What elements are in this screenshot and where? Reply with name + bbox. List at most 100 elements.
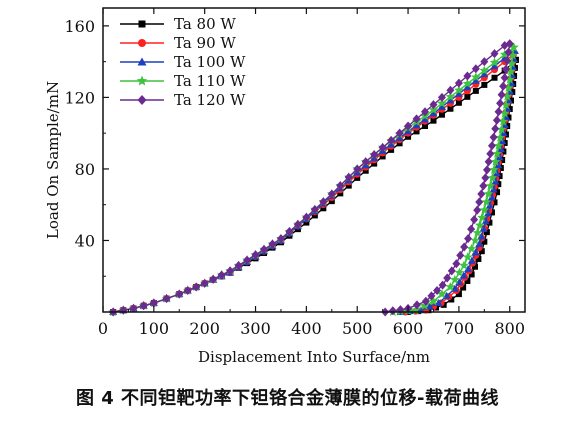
star-marker [462,252,473,262]
square-marker [483,229,490,236]
legend-item: Ta 80 W [120,15,236,33]
square-marker [491,199,498,206]
star-marker [506,66,516,76]
square-marker [320,205,327,212]
star-marker [428,104,439,114]
diamond-marker [251,250,260,260]
square-marker [481,238,488,245]
diamond-marker [473,205,482,215]
star-marker [492,148,502,158]
star-marker [428,296,439,306]
plot-area [108,39,519,317]
triangle-marker [491,177,500,185]
diamond-marker [183,286,192,296]
diamond-marker [412,300,421,310]
diamond-marker [149,298,158,308]
diamond-marker [361,157,370,167]
diamond-marker [467,224,476,234]
diamond-marker [137,95,147,105]
diamond-marker [491,124,500,134]
diamond-marker [484,157,493,167]
diamond-marker [494,107,503,117]
diamond-marker [388,306,397,316]
legend-label: Ta 90 W [174,34,236,52]
star-marker [445,281,456,292]
square-marker [345,182,352,189]
legend-item: Ta 100 W [120,53,246,71]
y-axis-title: Load On Sample/mN [44,81,62,239]
star-marker [489,57,500,67]
diamond-marker [500,73,509,83]
figure-caption: 图 4 不同钽靶功率下钽铬合金薄膜的位移-载荷曲线 [75,388,500,409]
diamond-marker [447,266,456,276]
diamond-marker [481,173,490,183]
star-marker [489,164,499,174]
triangle-marker [404,127,413,135]
square-marker [379,153,386,160]
triangle-marker [480,70,489,78]
diamond-marker [175,289,184,299]
diamond-marker [446,85,455,95]
square-marker [472,87,479,94]
diamond-marker [490,49,499,59]
diamond-marker [412,114,421,124]
legend-item: Ta 120 W [120,91,246,109]
diamond-marker [310,204,319,214]
triangle-marker [481,217,490,225]
square-marker [475,255,482,262]
legend-label: Ta 110 W [174,72,246,90]
y-tick-label: 40 [75,231,95,250]
diamond-marker [139,301,148,311]
y-tick-label: 80 [75,160,95,179]
diamond-marker [226,266,235,276]
x-axis-title: Displacement Into Surface/nm [198,348,430,366]
diamond-marker [293,219,302,229]
star-marker [493,140,504,150]
triangle-marker [489,185,498,193]
square-marker [396,140,403,147]
star-marker [437,289,447,299]
x-tick-label: 700 [444,319,475,338]
legend-label: Ta 120 W [174,91,246,109]
diamond-marker [452,259,461,269]
triangle-marker [479,224,488,232]
star-marker [445,91,456,101]
x-tick-label: 100 [139,319,170,338]
square-marker [354,174,361,181]
diamond-marker [456,250,465,260]
star-marker [481,197,492,207]
diamond-marker [429,100,438,110]
diamond-marker [129,303,138,313]
triangle-marker [494,161,503,169]
square-marker [464,93,471,100]
square-marker [311,212,318,219]
diamond-marker [209,274,218,284]
square-marker [455,291,462,298]
square-marker [472,263,479,270]
x-tick-label: 400 [291,319,322,338]
diamond-marker [496,98,505,108]
square-marker [447,105,454,112]
diamond-marker [285,227,294,237]
square-marker [448,296,455,303]
star-marker [459,260,469,270]
star-marker [504,74,515,84]
diamond-marker [276,234,285,244]
square-marker [328,198,335,205]
diamond-marker [492,115,501,125]
x-tick-label: 200 [189,319,220,338]
diamond-marker [395,128,404,138]
diamond-marker [501,64,510,74]
diamond-marker [192,282,201,292]
square-marker [468,271,475,278]
diamond-marker [463,71,472,81]
diamond-marker [234,261,243,271]
diamond-marker [470,215,479,225]
x-tick-label: 300 [240,319,271,338]
star-marker [479,65,490,75]
triangle-marker [429,109,438,117]
triangle-marker [477,232,486,240]
diamond-marker [336,181,345,191]
star-marker [470,235,480,245]
star-marker [507,58,517,68]
